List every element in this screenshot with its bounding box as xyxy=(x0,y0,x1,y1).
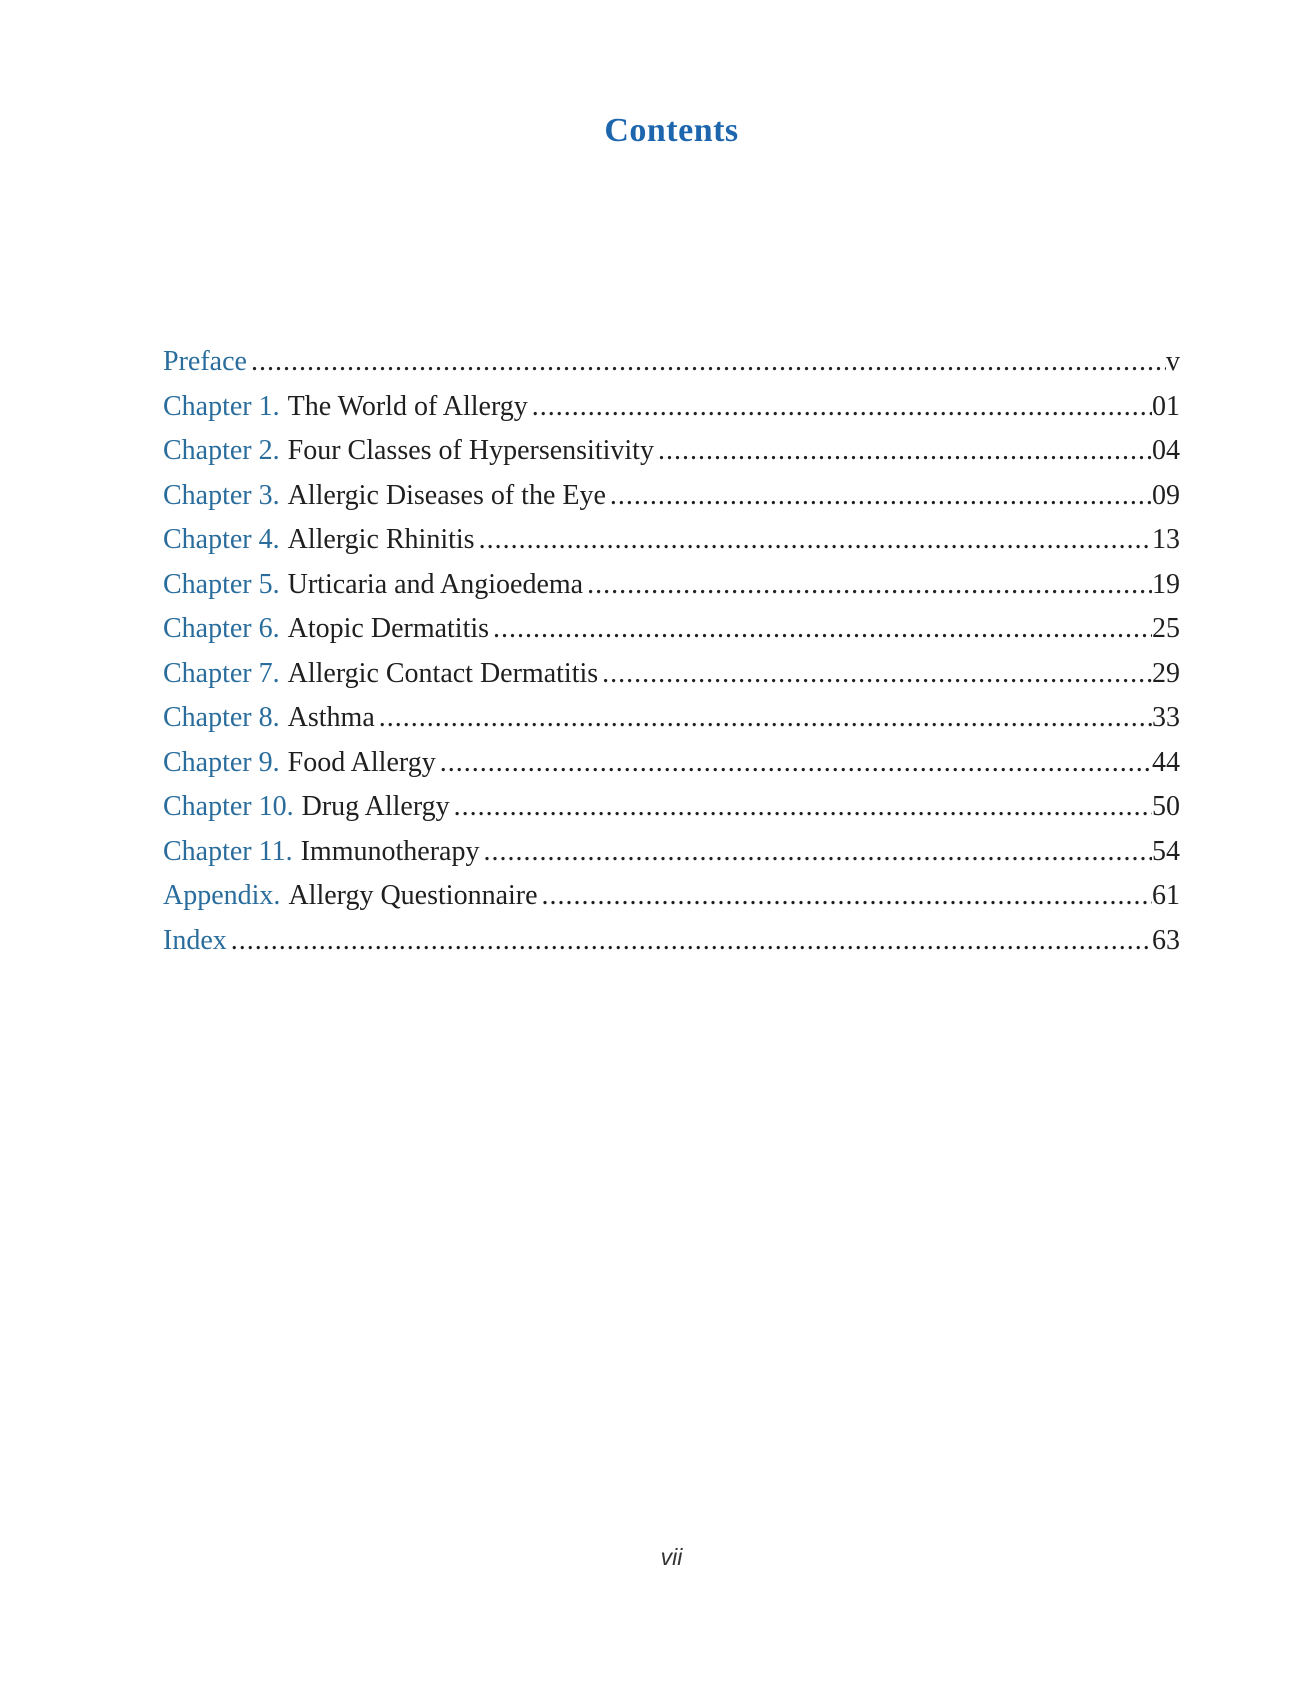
toc-entry-page: 01 xyxy=(1152,390,1180,422)
dot-leader: ........................................… xyxy=(439,746,1152,778)
toc-entry-page: 54 xyxy=(1152,835,1180,867)
toc-entry-page: 29 xyxy=(1152,657,1180,689)
toc-entry-page: 25 xyxy=(1152,613,1180,644)
toc-entry-label: Chapter 1. xyxy=(163,390,280,422)
toc-entry-chapter-9[interactable]: Chapter 9. Food Allergy..................… xyxy=(163,741,1180,786)
toc-entry-title: Immunotherapy xyxy=(300,835,480,867)
toc-entry-page: 04 xyxy=(1152,435,1180,466)
dot-leader: ........................................… xyxy=(453,791,1152,822)
toc-entry-chapter-8[interactable]: Chapter 8. Asthma........................… xyxy=(163,696,1180,741)
dot-leader: ........................................… xyxy=(250,346,1166,377)
folio-page-number: vii xyxy=(660,1544,683,1570)
toc-entry-chapter-2[interactable]: Chapter 2. Four Classes of Hypersensitivi… xyxy=(163,429,1180,474)
toc-entry-index[interactable]: Index...................................… xyxy=(163,919,1180,964)
toc-entry-label: Chapter 10. xyxy=(163,791,294,822)
toc-entry-label: Chapter 4. xyxy=(163,524,280,555)
toc-entry-title: Drug Allergy xyxy=(301,791,450,822)
toc-list: Preface.................................… xyxy=(163,340,1180,963)
page-title: Contents xyxy=(604,112,739,149)
dot-leader: ........................................… xyxy=(602,657,1152,689)
toc-entry-title: Allergic Diseases of the Eye xyxy=(287,479,606,511)
toc-entry-appendix[interactable]: Appendix. Allergy Questionnaire..........… xyxy=(163,874,1180,919)
toc-entry-title: Food Allergy xyxy=(287,746,436,778)
toc-entry-preface[interactable]: Preface.................................… xyxy=(163,340,1180,385)
toc-entry-label: Chapter 5. xyxy=(163,568,280,600)
toc-entry-label: Chapter 9. xyxy=(163,746,280,778)
dot-leader: ........................................… xyxy=(541,880,1152,911)
toc-entry-chapter-1[interactable]: Chapter 1. The World of Allergy..........… xyxy=(163,385,1180,430)
toc-entry-label: Chapter 7. xyxy=(163,657,280,689)
toc-entry-page: v xyxy=(1166,346,1180,377)
dot-leader: ........................................… xyxy=(493,613,1152,644)
toc-entry-title: Atopic Dermatitis xyxy=(287,613,490,644)
toc-entry-page: 33 xyxy=(1152,702,1180,733)
toc-entry-page: 44 xyxy=(1152,746,1180,778)
toc-entry-label: Preface xyxy=(163,346,247,377)
toc-entry-chapter-11[interactable]: Chapter 11. Immunotherapy................… xyxy=(163,830,1180,875)
toc-entry-title: Four Classes of Hypersensitivity xyxy=(287,435,654,466)
toc-entry-chapter-7[interactable]: Chapter 7. Allergic Contact Dermatitis...… xyxy=(163,652,1180,697)
toc-entry-label: Chapter 11. xyxy=(163,835,293,867)
toc-entry-page: 13 xyxy=(1152,524,1180,555)
dot-leader: ........................................… xyxy=(531,390,1152,422)
toc-entry-label: Index xyxy=(163,924,227,956)
toc-entry-page: 61 xyxy=(1152,880,1180,911)
toc-entry-title: The World of Allergy xyxy=(287,390,528,422)
toc-entry-label: Chapter 6. xyxy=(163,613,280,644)
toc-entry-chapter-6[interactable]: Chapter 6. Atopic Dermatitis.............… xyxy=(163,607,1180,652)
toc-entry-chapter-3[interactable]: Chapter 3. Allergic Diseases of the Eye..… xyxy=(163,474,1180,519)
toc-entry-label: Appendix. xyxy=(163,880,281,911)
dot-leader: ........................................… xyxy=(478,524,1152,555)
toc-entry-title: Urticaria and Angioedema xyxy=(287,568,584,600)
dot-leader: ........................................… xyxy=(609,479,1152,511)
toc-entry-label: Chapter 8. xyxy=(163,702,280,733)
dot-leader: ........................................… xyxy=(483,835,1152,867)
toc-entry-page: 63 xyxy=(1152,924,1180,956)
toc-entry-title: Allergic Contact Dermatitis xyxy=(287,657,599,689)
toc-entry-label: Chapter 3. xyxy=(163,479,280,511)
toc-entry-chapter-4[interactable]: Chapter 4. Allergic Rhinitis.............… xyxy=(163,518,1180,563)
dot-leader: ........................................… xyxy=(657,435,1152,466)
toc-entry-title: Asthma xyxy=(287,702,375,733)
toc-entry-label: Chapter 2. xyxy=(163,435,280,466)
toc-entry-page: 09 xyxy=(1152,479,1180,511)
dot-leader: ........................................… xyxy=(378,702,1152,733)
toc-entry-chapter-5[interactable]: Chapter 5. Urticaria and Angioedema......… xyxy=(163,563,1180,608)
toc-entry-title: Allergy Questionnaire xyxy=(288,880,538,911)
toc-entry-title: Allergic Rhinitis xyxy=(287,524,475,555)
content-area: Contents Preface........................… xyxy=(163,0,1180,1687)
toc-entry-page: 19 xyxy=(1152,568,1180,600)
toc-entry-chapter-10[interactable]: Chapter 10. Drug Allergy.................… xyxy=(163,785,1180,830)
dot-leader: ........................................… xyxy=(587,568,1152,600)
toc-entry-page: 50 xyxy=(1152,791,1180,822)
dot-leader: ........................................… xyxy=(230,924,1152,956)
